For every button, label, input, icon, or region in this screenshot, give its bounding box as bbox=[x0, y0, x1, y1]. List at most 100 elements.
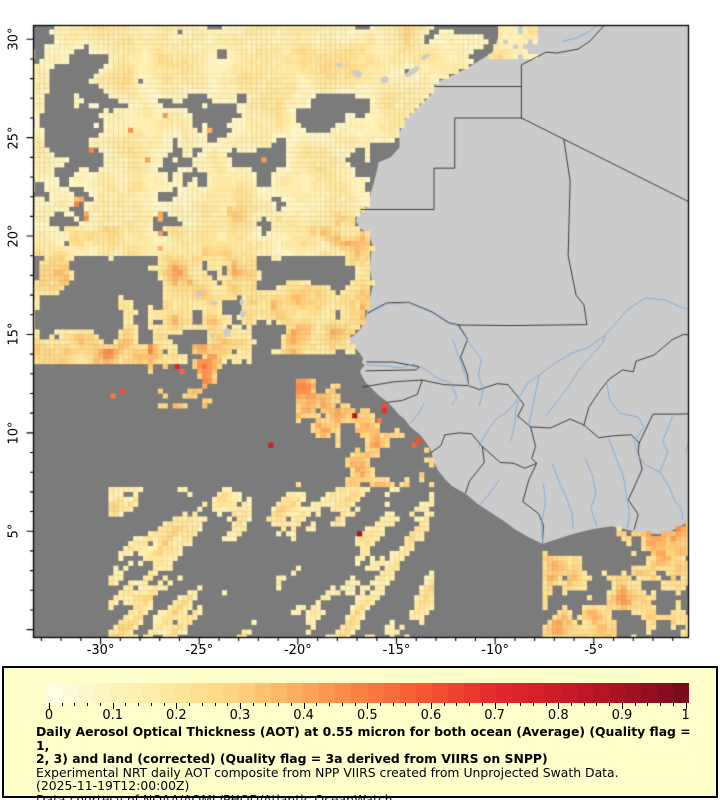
colorbar-tick-mark bbox=[405, 703, 407, 706]
colorbar-segment bbox=[624, 683, 641, 703]
colorbar-segment bbox=[512, 683, 529, 703]
colorbar-segment bbox=[447, 683, 465, 703]
colorbar-tick-mark bbox=[316, 703, 318, 706]
colorbar-tick-label: 0.3 bbox=[229, 708, 251, 723]
colorbar-tick-mark bbox=[49, 703, 50, 709]
colorbar-tick-label: 0.5 bbox=[356, 708, 378, 723]
colorbar-tick-mark bbox=[392, 703, 394, 706]
colorbar-tick-mark bbox=[456, 703, 458, 706]
aot-map-canvas bbox=[0, 0, 720, 662]
colorbar-segment bbox=[431, 683, 448, 703]
colorbar-segment bbox=[464, 683, 481, 703]
colorbar-segment bbox=[608, 683, 625, 703]
colorbar-segment bbox=[255, 683, 272, 703]
colorbar-tick-mark bbox=[112, 703, 114, 709]
colorbar-tick-mark bbox=[176, 703, 178, 709]
colorbar-tick-mark bbox=[596, 703, 598, 706]
colorbar-tick-label: 0.2 bbox=[165, 708, 187, 723]
colorbar-tick-mark bbox=[87, 703, 89, 706]
colorbar-tick-mark bbox=[443, 703, 445, 706]
colorbar-segment bbox=[480, 683, 497, 703]
legend-caption: Daily Aerosol Optical Thickness (AOT) at… bbox=[36, 725, 706, 800]
colorbar-segment bbox=[190, 683, 207, 703]
colorbar-segment bbox=[126, 683, 143, 703]
colorbar-tick-mark bbox=[481, 703, 483, 706]
colorbar-tick-mark bbox=[380, 703, 382, 706]
colorbar-tick-label: 0 bbox=[44, 708, 54, 723]
colorbar-tick-mark bbox=[571, 703, 572, 706]
colorbar-tick-mark bbox=[430, 703, 432, 709]
colorbar-segment bbox=[351, 683, 368, 703]
colorbar-tick-mark bbox=[74, 703, 76, 706]
colorbar-tick-mark bbox=[290, 703, 292, 706]
colorbar-segment bbox=[78, 683, 95, 703]
colorbar-segment bbox=[399, 683, 416, 703]
colorbar-tick-mark bbox=[621, 703, 623, 709]
colorbar-segment bbox=[174, 683, 191, 703]
colorbar-tick-label: 0.8 bbox=[547, 708, 569, 723]
colorbar-tick-mark bbox=[239, 703, 241, 709]
colorbar-tick-label: 0.7 bbox=[484, 708, 505, 723]
colorbar-tick-label: 1 bbox=[681, 708, 690, 723]
caption-title-line1: Daily Aerosol Optical Thickness (AOT) at… bbox=[36, 724, 691, 753]
colorbar-tick-mark bbox=[647, 703, 649, 706]
colorbar-segment bbox=[544, 683, 561, 703]
colorbar-tick-mark bbox=[367, 703, 369, 709]
colorbar-tick-mark bbox=[341, 703, 343, 706]
colorbar-tick-label: 0.9 bbox=[611, 708, 633, 723]
colorbar-tick-mark bbox=[227, 703, 229, 706]
colorbar-segment bbox=[560, 683, 577, 703]
colorbar-segment bbox=[238, 683, 256, 703]
colorbar-tick-label: 0.4 bbox=[293, 708, 314, 723]
colorbar-tick-mark bbox=[354, 703, 356, 706]
colorbar-segment bbox=[46, 683, 63, 703]
colorbar-segment bbox=[576, 683, 593, 703]
colorbar-tick-mark bbox=[99, 703, 101, 706]
colorbar-tick-mark bbox=[558, 703, 560, 709]
colorbar-tick-mark bbox=[189, 703, 191, 706]
colorbar-segment bbox=[528, 683, 545, 703]
colorbar-tick-mark bbox=[685, 703, 687, 709]
colorbar-segment bbox=[415, 683, 432, 703]
colorbar-tick-label: 0.1 bbox=[102, 708, 123, 723]
caption-credit: Data courtesy of NOAA/AOML/PHOD/Atlantic… bbox=[36, 791, 393, 800]
colorbar-tick-mark bbox=[329, 703, 331, 706]
colorbar-tick-mark bbox=[672, 703, 674, 706]
colorbar-segment bbox=[271, 683, 288, 703]
colorbar-tick-mark bbox=[520, 703, 522, 706]
colorbar-tick-mark bbox=[278, 703, 280, 706]
colorbar-tick-mark bbox=[634, 703, 636, 706]
colorbar-tick-mark bbox=[507, 703, 509, 706]
colorbar-tick-mark bbox=[150, 703, 152, 706]
colorbar-tick-mark bbox=[201, 703, 203, 706]
colorbar-tick-mark bbox=[583, 703, 585, 706]
colorbar-segment bbox=[319, 683, 336, 703]
caption-subtitle: Experimental NRT daily AOT composite fro… bbox=[36, 764, 619, 780]
colorbar-segment bbox=[673, 683, 690, 703]
colorbar-tick-mark bbox=[469, 703, 471, 706]
colorbar bbox=[46, 683, 690, 703]
colorbar-tick-label: 0.6 bbox=[420, 708, 442, 723]
colorbar-segment bbox=[158, 683, 175, 703]
colorbar-segment bbox=[335, 683, 352, 703]
legend-panel: 0 0.1 0.2 0.3 0.4 0.5 0.6 0.7 0.8 0.9 1 Daily Aero… bbox=[2, 666, 718, 800]
colorbar-segment bbox=[206, 683, 223, 703]
colorbar-segment bbox=[303, 683, 320, 703]
colorbar-tick-mark bbox=[125, 703, 127, 706]
caption-title-line2: 2, 3) and land (corrected) (Quality flag… bbox=[36, 751, 548, 767]
colorbar-segment bbox=[383, 683, 400, 703]
colorbar-tick-mark bbox=[252, 703, 254, 706]
colorbar-segment bbox=[142, 683, 159, 703]
colorbar-segment bbox=[367, 683, 384, 703]
colorbar-segment bbox=[640, 683, 657, 703]
colorbar-tick-mark bbox=[609, 703, 611, 706]
colorbar-labels: 0 0.1 0.2 0.3 0.4 0.5 0.6 0.7 0.8 0.9 1 bbox=[44, 708, 690, 724]
caption-timestamp: (2025-11-19T12:00:00Z) bbox=[36, 778, 190, 794]
colorbar-tick-mark bbox=[545, 703, 547, 706]
colorbar-segment bbox=[62, 683, 79, 703]
colorbar-tick-mark bbox=[138, 703, 140, 706]
colorbar-tick-mark bbox=[265, 703, 267, 706]
colorbar-ticks bbox=[46, 703, 689, 711]
colorbar-segment bbox=[496, 683, 513, 703]
